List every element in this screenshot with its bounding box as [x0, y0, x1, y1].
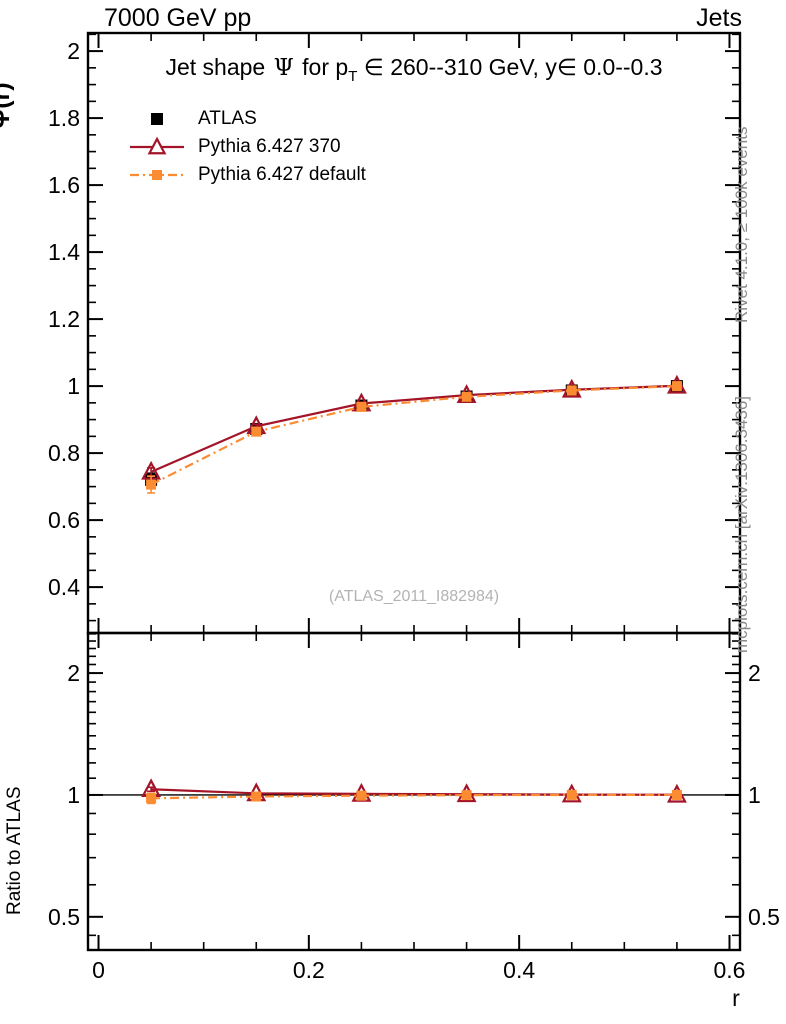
tick-label: 0.5 — [748, 904, 780, 930]
plot-title: Jet shape Ψ for pT ∈ 260--310 GeV, y∈ 0.… — [165, 54, 662, 85]
data-marker — [146, 793, 157, 804]
x-axis-labels: 0 0.2 0.4 0.6r — [92, 957, 745, 1011]
title-pre: Jet shape — [165, 54, 272, 80]
data-marker — [671, 789, 682, 800]
tick-label: 2 — [748, 660, 761, 686]
legend-item-atlas: ATLAS — [128, 105, 366, 133]
title-subscript-T: T — [348, 68, 358, 85]
series-atlas — [145, 380, 683, 488]
legend-item-pythia-370: Pythia 6.427 370 — [128, 133, 366, 161]
tick-label: 2 — [67, 38, 80, 64]
data-marker — [356, 401, 367, 412]
analysis-group-label: Jets — [696, 4, 742, 32]
data-marker — [356, 790, 367, 801]
data-marker — [566, 385, 577, 396]
legend-label: Pythia 6.427 default — [198, 164, 366, 185]
data-marker — [251, 426, 262, 437]
data-marker — [461, 391, 472, 402]
title-mid: for p — [295, 54, 349, 80]
tick-label: 2 — [67, 660, 80, 686]
tick-label: 0.6 — [48, 507, 80, 533]
series-pythia-6-427-default — [146, 789, 682, 805]
beam-energy-label: 7000 GeV pp — [104, 4, 252, 32]
tick-label: 0.4 — [48, 574, 80, 600]
main-y-axis-label: Ψ(r) — [0, 82, 15, 129]
tick-label: 0.2 — [293, 957, 325, 983]
tick-label: 0.6 — [713, 957, 745, 983]
tick-label: 0 — [92, 957, 105, 983]
mcplots-attribution-note: mcplots.cern.ch [arXiv:1306.3436] — [732, 395, 751, 653]
data-marker — [461, 790, 472, 801]
tick-label: 0.4 — [503, 957, 535, 983]
series-pythia-6-427-default — [146, 381, 682, 494]
data-marker — [671, 381, 682, 392]
tick-label: 1.6 — [48, 172, 80, 198]
pythia-370-line-icon — [130, 136, 184, 155]
analysis-id-watermark: (ATLAS_2011_I882984) — [328, 588, 500, 605]
atlas-marker-icon — [151, 113, 163, 125]
tick-label: 0.8 — [48, 440, 80, 466]
tick-label: 1.8 — [48, 105, 80, 131]
tick-label: 1 — [67, 782, 80, 808]
rivet-version-note: Rivet 4.1.0, ≥ 100k events — [732, 126, 751, 323]
legend-label: ATLAS — [198, 108, 257, 129]
tick-label: 1 — [67, 373, 80, 399]
series-pythia-6-427-370 — [141, 374, 687, 480]
tick-label: r — [732, 985, 740, 1011]
data-marker — [251, 791, 262, 802]
title-post: ∈ 260--310 GeV, y∈ 0.0--0.3 — [357, 54, 663, 80]
tick-label: 1.2 — [48, 306, 80, 332]
title-psi-symbol: Ψ — [273, 55, 294, 81]
data-marker — [146, 479, 157, 490]
tick-label: 1.4 — [48, 239, 80, 265]
tick-label: 0.5 — [48, 904, 80, 930]
tick-label: 1 — [748, 782, 761, 808]
ratio-y-axis-label: Ratio to ATLAS — [4, 786, 25, 916]
series-pythia-6-427-370 — [141, 778, 687, 803]
data-marker — [566, 789, 577, 800]
legend: ATLAS Pythia 6.427 370 Pythia 6.427 defa… — [128, 105, 366, 189]
axis-ticks: 0.4 0.6 0.8 1 1.2 1.4 1.6 1.8 2 0.5 0.5 1 1 2 2 — [48, 33, 780, 950]
pythia-default-line-icon — [130, 170, 184, 180]
legend-label: Pythia 6.427 370 — [198, 136, 341, 157]
legend-item-pythia-default: Pythia 6.427 default — [128, 161, 366, 189]
